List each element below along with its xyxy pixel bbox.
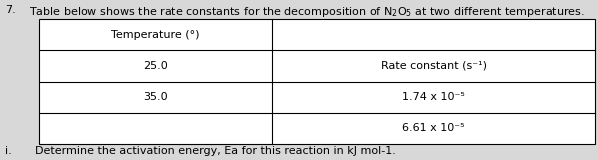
Text: Temperature (°): Temperature (°) xyxy=(111,30,200,40)
Text: i.: i. xyxy=(5,146,11,156)
Text: 25.0: 25.0 xyxy=(144,61,168,71)
Text: Table below shows the rate constants for the decomposition of $\mathrm{N_2O_5}$ : Table below shows the rate constants for… xyxy=(29,5,584,19)
Text: 35.0: 35.0 xyxy=(144,92,168,102)
Text: Determine the activation energy, Ea for this reaction in kJ mol-1.: Determine the activation energy, Ea for … xyxy=(35,146,395,156)
Bar xyxy=(39,19,595,144)
Text: 7.: 7. xyxy=(5,5,16,15)
Text: 6.61 x 10⁻⁵: 6.61 x 10⁻⁵ xyxy=(402,123,465,133)
Text: Rate constant (s⁻¹): Rate constant (s⁻¹) xyxy=(381,61,487,71)
Bar xyxy=(39,19,595,144)
Text: 1.74 x 10⁻⁵: 1.74 x 10⁻⁵ xyxy=(402,92,465,102)
